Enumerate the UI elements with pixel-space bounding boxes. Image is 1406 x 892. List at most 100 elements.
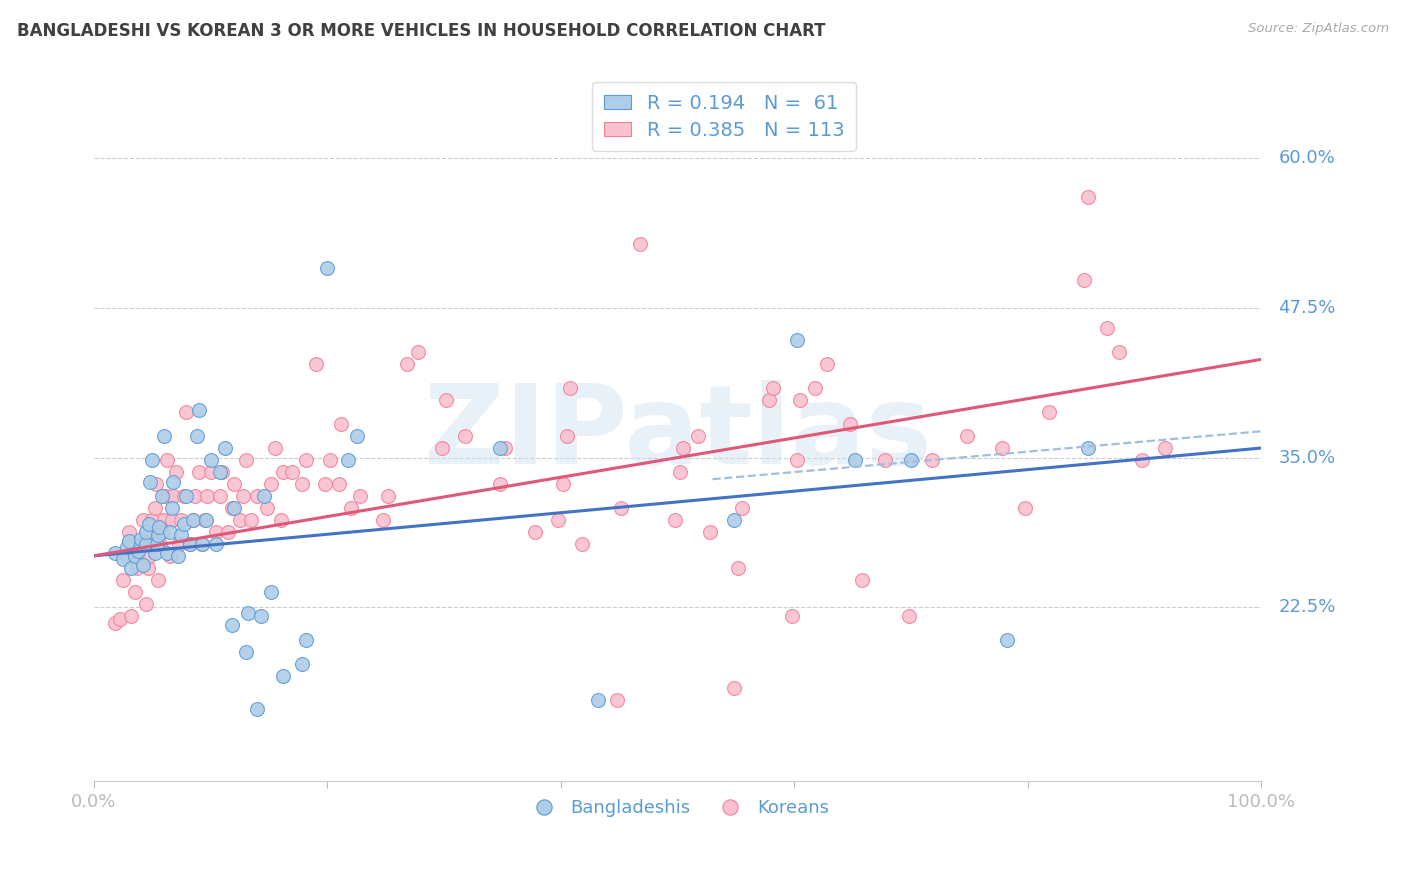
Point: [815, 357, 838, 371]
Point: [339, 500, 361, 515]
Point: [291, 657, 314, 671]
Point: [586, 692, 609, 706]
Point: [115, 549, 138, 563]
Point: [246, 702, 269, 716]
Point: [786, 333, 808, 347]
Point: [127, 549, 149, 563]
Point: [851, 573, 873, 587]
Point: [159, 524, 181, 539]
Point: [295, 453, 318, 467]
Point: [108, 612, 131, 626]
Point: [188, 402, 211, 417]
Point: [129, 532, 152, 546]
Point: [731, 500, 754, 515]
Point: [804, 381, 827, 395]
Point: [167, 537, 190, 551]
Point: [179, 537, 201, 551]
Point: [159, 549, 181, 563]
Point: [205, 537, 228, 551]
Point: [229, 513, 252, 527]
Point: [222, 500, 245, 515]
Point: [179, 537, 201, 551]
Point: [208, 489, 231, 503]
Point: [124, 549, 146, 563]
Point: [780, 608, 803, 623]
Point: [260, 584, 283, 599]
Point: [194, 513, 217, 527]
Point: [156, 453, 179, 467]
Point: [153, 429, 176, 443]
Point: [120, 561, 142, 575]
Point: [454, 429, 477, 443]
Point: [875, 453, 897, 467]
Point: [173, 516, 195, 531]
Point: [271, 465, 294, 479]
Point: [758, 393, 780, 408]
Point: [221, 618, 243, 632]
Point: [146, 528, 169, 542]
Point: [127, 544, 149, 558]
Point: [606, 692, 628, 706]
Point: [1108, 345, 1130, 359]
Point: [148, 520, 170, 534]
Point: [349, 489, 371, 503]
Point: [1077, 189, 1099, 203]
Point: [900, 453, 922, 467]
Point: [127, 561, 149, 575]
Point: [839, 417, 862, 431]
Point: [318, 453, 340, 467]
Point: [145, 477, 167, 491]
Point: [346, 429, 368, 443]
Legend: Bangladeshis, Koreans: Bangladeshis, Koreans: [519, 791, 837, 824]
Point: [240, 513, 263, 527]
Point: [314, 477, 336, 491]
Point: [141, 513, 163, 527]
Point: [723, 681, 745, 695]
Point: [170, 528, 193, 542]
Point: [430, 441, 453, 455]
Point: [789, 393, 811, 408]
Point: [786, 453, 808, 467]
Point: [118, 524, 141, 539]
Point: [150, 524, 173, 539]
Point: [174, 489, 197, 503]
Point: [188, 465, 211, 479]
Point: [373, 513, 395, 527]
Point: [610, 500, 633, 515]
Point: [162, 489, 184, 503]
Point: [160, 513, 183, 527]
Point: [571, 537, 593, 551]
Point: [281, 465, 304, 479]
Point: [316, 261, 339, 276]
Point: [723, 513, 745, 527]
Point: [104, 615, 127, 630]
Point: [337, 453, 360, 467]
Point: [408, 345, 430, 359]
Point: [132, 513, 155, 527]
Point: [173, 489, 195, 503]
Point: [553, 477, 575, 491]
Text: ZIPatlas: ZIPatlas: [423, 380, 931, 487]
Point: [1154, 441, 1177, 455]
Point: [956, 429, 979, 443]
Point: [664, 513, 686, 527]
Point: [138, 549, 160, 563]
Point: [246, 489, 269, 503]
Point: [256, 500, 278, 515]
Point: [141, 453, 163, 467]
Point: [260, 477, 283, 491]
Point: [170, 513, 193, 527]
Point: [200, 465, 222, 479]
Point: [291, 477, 314, 491]
Point: [1038, 405, 1060, 419]
Point: [222, 477, 245, 491]
Point: [143, 500, 166, 515]
Text: 60.0%: 60.0%: [1278, 149, 1336, 167]
Point: [1130, 453, 1153, 467]
Point: [165, 465, 187, 479]
Point: [135, 597, 157, 611]
Point: [253, 489, 276, 503]
Point: [305, 357, 328, 371]
Text: Source: ZipAtlas.com: Source: ZipAtlas.com: [1249, 22, 1389, 36]
Point: [120, 608, 142, 623]
